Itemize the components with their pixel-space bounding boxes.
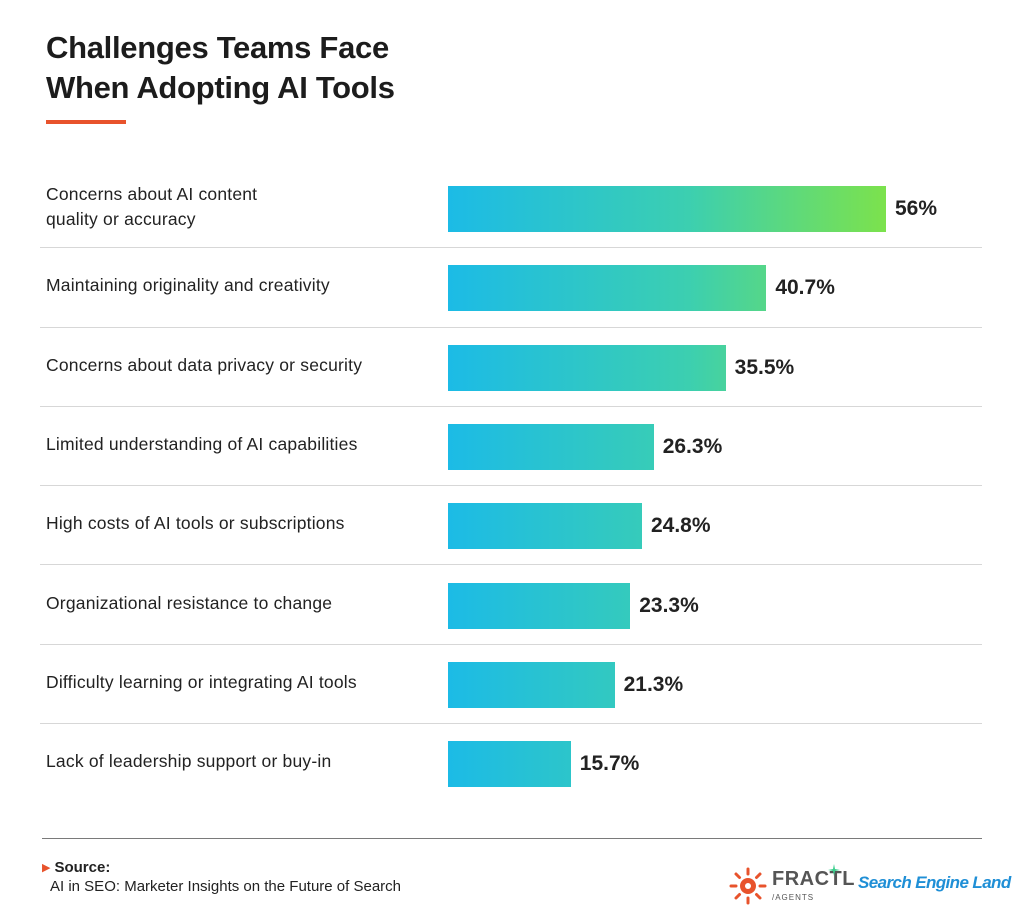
- value-label: 21.3%: [623, 672, 684, 696]
- chart-row: Difficulty learning or integrating AI to…: [40, 644, 982, 725]
- source-heading-text: Source:: [54, 859, 111, 876]
- category-label-line: Maintaining originality and creativity: [46, 275, 330, 296]
- bar: [448, 344, 726, 391]
- chart-row: Limited understanding of AI capabilities…: [40, 406, 982, 487]
- source-heading: ▶ Source:: [42, 859, 110, 876]
- footer-divider: [42, 838, 982, 839]
- chart-row: Concerns about AI content quality or accu…: [40, 168, 982, 249]
- category-label: Limited understanding of AI capabilities: [46, 432, 426, 457]
- value-label: 26.3%: [662, 434, 723, 458]
- fractl-logo-name: FRACTL: [772, 868, 855, 890]
- bar: [448, 503, 642, 550]
- category-label: Difficulty learning or integrating AI to…: [46, 670, 426, 695]
- caret-right-icon: ▶: [42, 862, 51, 874]
- sparkle-icon: [828, 864, 840, 876]
- chart-title-line-2: When Adopting AI Tools: [46, 70, 395, 105]
- category-label: Concerns about data privacy or security: [46, 353, 426, 378]
- fractl-sun-icon: [729, 867, 767, 905]
- value-label: 56%: [895, 197, 938, 220]
- category-label-line: quality or accuracy: [46, 209, 196, 229]
- source-text: AI in SEO: Marketer Insights on the Futu…: [50, 878, 401, 895]
- category-label: Organizational resistance to change: [46, 591, 426, 616]
- chart-title-line-1: Challenges Teams Face: [46, 30, 389, 65]
- category-label-line: Organizational resistance to change: [46, 592, 333, 613]
- value-label: 15.7%: [579, 752, 640, 776]
- category-label: High costs of AI tools or subscriptions: [46, 511, 426, 536]
- value-label: 24.8%: [650, 514, 711, 538]
- category-label: Lack of leadership support or buy-in: [46, 749, 426, 774]
- fractl-logo: FRACTL /AGENTS: [728, 862, 854, 910]
- fractl-logo-sub: /AGENTS: [772, 893, 815, 902]
- chart-row: Maintaining originality and creativity 40…: [40, 247, 982, 328]
- chart-row: High costs of AI tools or subscriptions 2…: [40, 485, 982, 566]
- value-label: 23.3%: [639, 593, 699, 617]
- category-label-line: High costs of AI tools or subscriptions: [46, 513, 345, 534]
- chart-title: Challenges Teams Face When Adopting AI T…: [46, 28, 566, 108]
- category-label-line: Limited understanding of AI capabilities: [46, 433, 358, 454]
- bar: [448, 661, 615, 708]
- chart-row: Lack of leadership support or buy-in 15.7…: [40, 723, 982, 802]
- search-engine-land-logo: Search Engine Land: [858, 873, 1011, 892]
- bar: [448, 265, 767, 312]
- category-label-line: Lack of leadership support or buy-in: [46, 751, 332, 772]
- bar: [448, 582, 631, 629]
- category-label-line: Difficulty learning or integrating AI to…: [46, 671, 357, 692]
- category-label: Maintaining originality and creativity: [46, 273, 426, 298]
- chart-row: Concerns about data privacy or security 3…: [40, 327, 982, 407]
- category-label: Concerns about AI content quality or accu…: [46, 182, 426, 232]
- bar-chart: Concerns about AI content quality or accu…: [0, 168, 1024, 808]
- value-label: 40.7%: [775, 276, 835, 300]
- value-label: 35.5%: [734, 355, 795, 379]
- category-label-line: Concerns about data privacy or security: [46, 354, 363, 375]
- category-label-line: Concerns about AI content: [46, 184, 258, 204]
- bar: [448, 186, 886, 232]
- chart-row: Organizational resistance to change 23.3%: [40, 565, 982, 645]
- title-accent-rule: [46, 120, 126, 124]
- bar: [448, 423, 654, 470]
- bar: [448, 741, 571, 788]
